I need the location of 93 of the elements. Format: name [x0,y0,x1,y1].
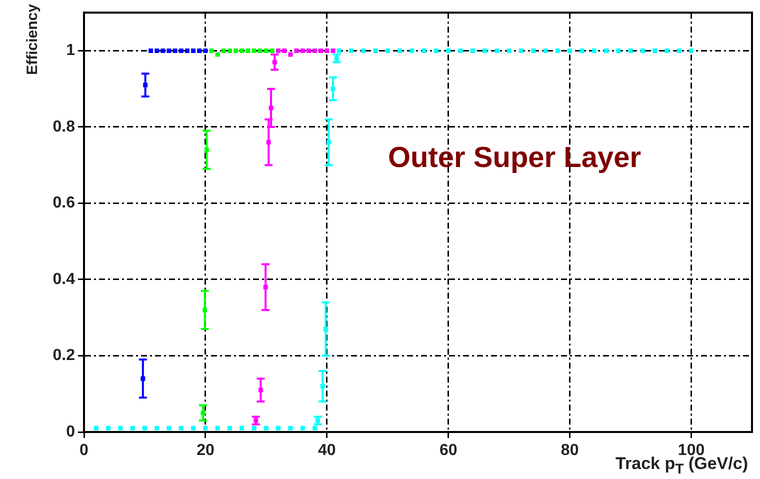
point [312,426,318,430]
point [148,48,154,53]
point [300,426,305,430]
point [458,48,463,53]
point [318,48,324,53]
point [410,48,414,53]
point [568,48,572,53]
point [197,48,202,53]
point [664,48,670,53]
point [689,48,694,53]
point [592,48,596,53]
point [324,48,330,53]
point [130,426,135,430]
point [252,426,256,430]
point [191,48,196,53]
point [616,48,621,53]
point [294,48,299,53]
point [373,48,378,53]
point [203,426,208,430]
point [288,52,293,57]
point [300,48,305,53]
point [154,48,160,53]
point [227,426,232,430]
point [348,48,354,53]
point [336,48,342,53]
point [221,48,226,53]
point [276,48,281,53]
point [240,48,244,53]
y-tick-label: 0.8 [52,118,76,136]
point [330,48,336,53]
point [276,426,281,430]
x-tick-label: 80 [560,442,579,460]
point [312,48,318,53]
point [209,48,214,53]
point [154,426,160,430]
point [640,48,645,53]
point [191,426,196,430]
point [288,426,293,430]
point [172,48,178,53]
point [422,48,426,53]
x-tick-label: 0 [80,442,89,460]
point [106,426,111,430]
point [252,48,256,53]
point [470,48,475,53]
point [398,48,402,53]
y-tick-label: 0.6 [52,194,76,212]
point [361,48,366,53]
point [227,48,232,53]
point [246,48,250,53]
x-tick-label: 20 [196,442,214,460]
point [234,48,238,53]
point [203,48,208,53]
point [178,48,184,53]
point [240,426,244,430]
point [580,48,584,53]
point [118,426,123,430]
point [264,48,268,53]
x-tick-label: 60 [439,442,458,460]
point [178,426,184,430]
point [446,48,451,53]
point [543,48,548,53]
y-tick-label: 0 [66,423,76,440]
point [166,426,172,430]
point [282,48,287,53]
y-axis-title: Efficiency [24,4,41,75]
point [628,48,633,53]
point [434,48,438,53]
point [94,426,98,430]
point [652,48,658,53]
x-tick-label: 40 [318,442,336,460]
point [215,52,220,57]
y-tick-label: 0.2 [52,347,76,364]
point [215,426,220,430]
point [676,48,682,53]
point [142,426,147,430]
point [385,48,390,53]
point [258,48,262,53]
point [264,426,268,430]
y-tick-label: 1 [66,42,76,60]
point [518,48,524,53]
point [306,48,311,53]
point [506,48,512,53]
point [160,48,166,53]
point [555,48,560,53]
point [494,48,500,53]
annotation: Outer Super Layer [388,142,642,175]
y-tick-label: 0.4 [52,270,76,288]
point [482,48,488,53]
point [270,48,275,53]
point [604,48,609,53]
point [166,48,172,53]
point [184,48,190,53]
point [531,48,536,53]
